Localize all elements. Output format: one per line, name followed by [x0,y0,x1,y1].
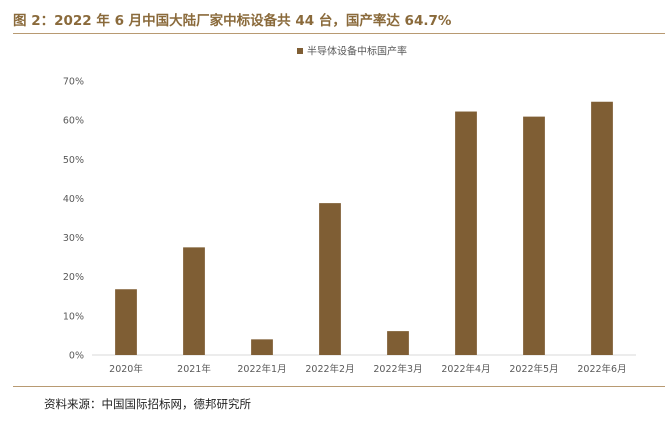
bar [319,203,341,355]
bar [183,247,205,355]
y-tick-label: 0% [69,351,84,362]
bar [455,111,477,355]
x-tick-label: 2022年6月 [577,363,626,375]
x-tick-label: 2022年2月 [305,363,354,375]
bar [251,339,273,355]
y-tick-label: 10% [63,311,84,322]
y-tick-label: 70% [63,77,84,88]
bar [591,101,613,355]
source-divider [13,386,665,387]
x-tick-label: 2022年4月 [441,363,490,375]
bar [387,331,409,355]
y-tick-label: 50% [63,155,84,166]
bar [523,116,545,356]
legend-label: 半导体设备中标国产率 [307,45,407,58]
bar [115,289,137,355]
x-tick-label: 2022年3月 [373,363,422,375]
x-tick-label: 2021年 [177,363,211,375]
title-divider [13,33,665,34]
y-tick-label: 30% [63,233,84,244]
x-tick-label: 2022年1月 [237,363,286,375]
x-tick-label: 2020年 [109,363,143,375]
figure-title: 图 2：2022 年 6 月中国大陆厂家中标设备共 44 台，国产率达 64.7… [13,13,452,29]
y-tick-label: 20% [63,272,84,283]
x-tick-label: 2022年5月 [509,363,558,375]
legend-swatch [297,48,303,54]
y-tick-label: 40% [63,194,84,205]
y-tick-label: 60% [63,116,84,127]
source-note: 资料来源：中国国际招标网，德邦研究所 [44,397,251,411]
